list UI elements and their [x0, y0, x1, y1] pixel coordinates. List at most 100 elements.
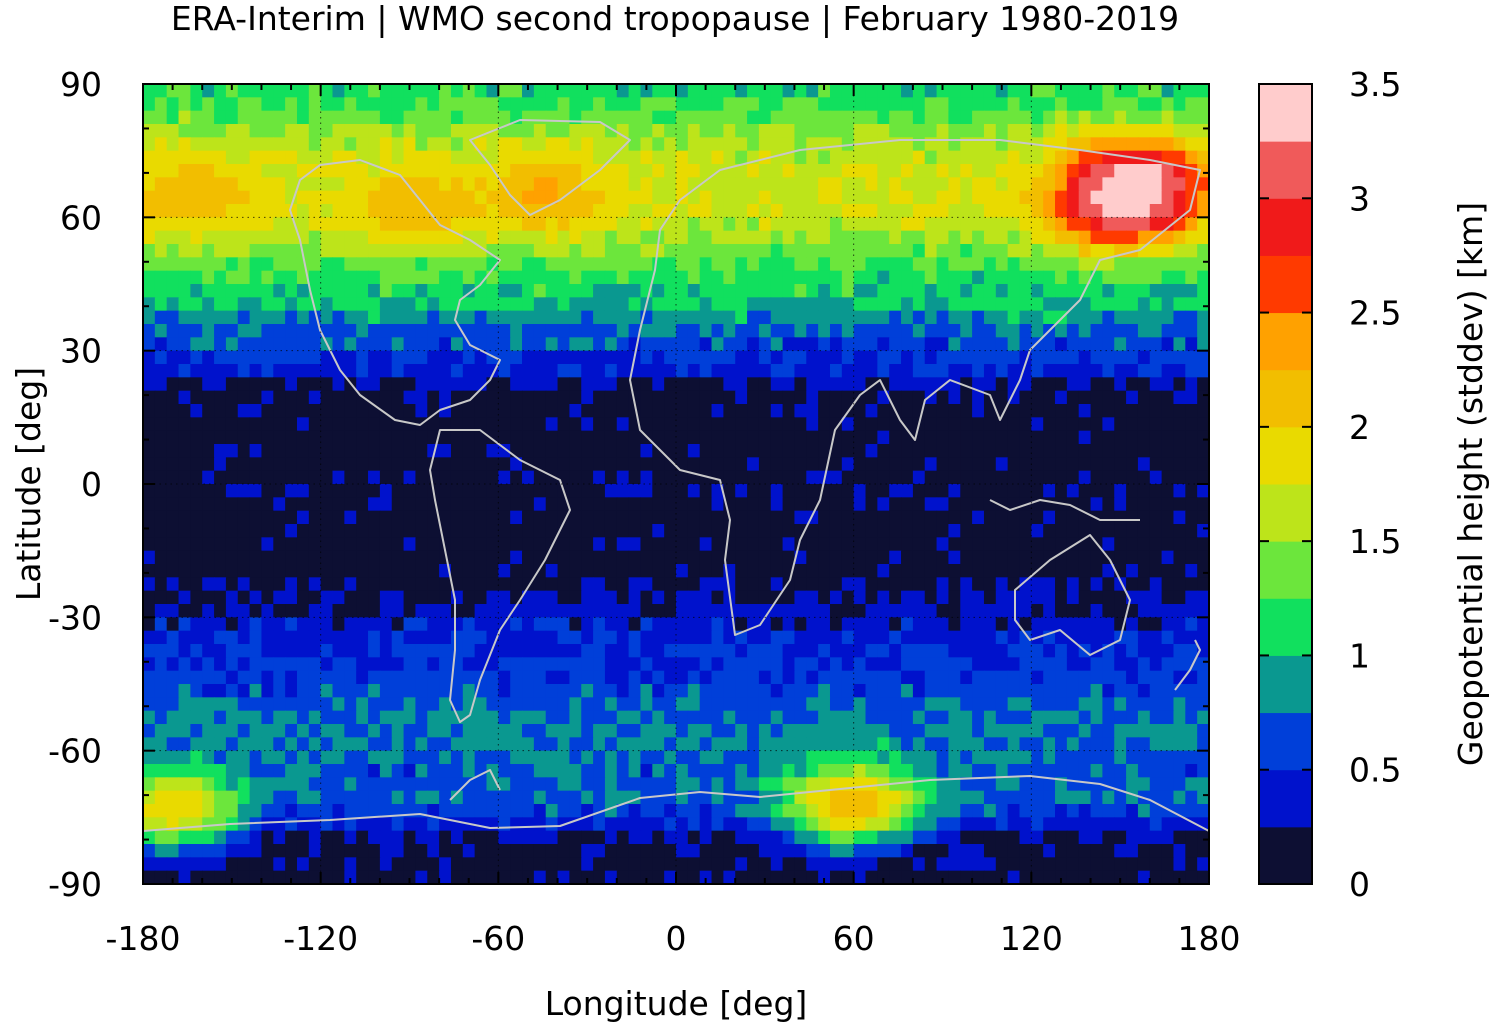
heatmap-cell [818, 150, 831, 165]
heatmap-cell [261, 124, 274, 138]
heatmap-cell [1161, 537, 1175, 552]
heatmap-cell [486, 710, 499, 725]
heatmap-cell [1031, 790, 1044, 805]
heatmap-cell [995, 124, 1009, 138]
heatmap-cell [225, 204, 239, 218]
heatmap-cell [379, 510, 393, 525]
heatmap-cell [581, 217, 594, 232]
heatmap-cell [486, 270, 499, 285]
heatmap-cell [723, 457, 736, 472]
heatmap-cell [652, 510, 665, 525]
heatmap-cell [1078, 417, 1092, 432]
heatmap-cell [735, 750, 748, 765]
heatmap-cell [415, 684, 428, 698]
heatmap-cell [912, 564, 926, 578]
heatmap-cell [924, 190, 938, 205]
heatmap-cell [758, 764, 772, 778]
heatmap-cell [983, 177, 997, 192]
heatmap-cell [972, 777, 985, 792]
heatmap-cell [403, 444, 417, 458]
heatmap-cell [1078, 697, 1092, 712]
heatmap-cell [190, 150, 203, 165]
heatmap-cell [865, 430, 878, 445]
heatmap-cell [510, 537, 523, 552]
heatmap-cell [1066, 470, 1080, 485]
heatmap-cell [770, 657, 784, 672]
heatmap-cell [1078, 444, 1092, 458]
heatmap-cell [569, 337, 582, 352]
heatmap-cell [782, 550, 796, 565]
heatmap-cell [368, 724, 381, 738]
heatmap-cell [676, 564, 689, 578]
heatmap-cell [308, 110, 322, 125]
heatmap-cell [948, 364, 961, 378]
heatmap-cell [818, 97, 831, 112]
heatmap-cell [1043, 137, 1056, 152]
heatmap-cell [960, 337, 973, 352]
heatmap-cell [889, 724, 902, 738]
heatmap-cell [687, 777, 701, 792]
heatmap-cell [972, 377, 985, 392]
heatmap-cell [474, 590, 488, 605]
heatmap-cell [486, 537, 499, 552]
heatmap-cell [368, 257, 381, 272]
heatmap-cell [912, 150, 926, 165]
heatmap-cell [593, 577, 606, 592]
heatmap-cell [368, 524, 381, 538]
heatmap-cell [296, 644, 310, 658]
heatmap-cell [687, 430, 701, 445]
heatmap-cell [1019, 377, 1032, 392]
heatmap-cell [948, 444, 961, 458]
heatmap-cell [1043, 84, 1056, 98]
heatmap-cell [664, 684, 677, 698]
heatmap-cell [273, 497, 286, 512]
heatmap-cell [1019, 337, 1032, 352]
heatmap-cell [865, 217, 878, 232]
heatmap-cell [1007, 190, 1021, 205]
heatmap-cell [829, 497, 843, 512]
heatmap-cell [356, 137, 369, 152]
heatmap-cell [1031, 257, 1044, 272]
heatmap-cell [1078, 217, 1092, 232]
heatmap-cell [1102, 244, 1115, 258]
heatmap-cell [1019, 657, 1032, 672]
heatmap-cell [924, 764, 938, 778]
heatmap-cell [143, 790, 156, 805]
heatmap-cell [190, 297, 203, 312]
heatmap-cell [237, 524, 251, 538]
heatmap-cell [711, 404, 724, 418]
heatmap-cell [154, 164, 168, 178]
heatmap-cell [640, 417, 653, 432]
heatmap-cell [770, 404, 784, 418]
heatmap-cell [794, 657, 807, 672]
heatmap-cell [604, 497, 618, 512]
heatmap-cell [166, 577, 180, 592]
heatmap-cell [1031, 444, 1044, 458]
heatmap-cell [676, 577, 689, 592]
heatmap-cell [960, 164, 973, 178]
heatmap-cell [901, 404, 914, 418]
heatmap-cell [889, 364, 902, 378]
heatmap-cell [202, 510, 215, 525]
heatmap-cell [178, 657, 191, 672]
heatmap-cell [154, 350, 168, 365]
heatmap-cell [368, 230, 381, 245]
heatmap-cell [1126, 364, 1139, 378]
heatmap-cell [747, 404, 760, 418]
heatmap-cell [735, 577, 748, 592]
heatmap-cell [486, 310, 499, 325]
heatmap-cell [1137, 337, 1151, 352]
heatmap-cell [1185, 804, 1198, 818]
heatmap-cell [936, 564, 950, 578]
heatmap-cell [344, 124, 357, 138]
heatmap-cell [1078, 204, 1092, 218]
heatmap-cell [285, 430, 298, 445]
heatmap-cell [391, 737, 405, 752]
heatmap-cell [912, 804, 926, 818]
heatmap-cell [391, 484, 405, 498]
heatmap-cell [190, 617, 203, 632]
heatmap-cell [285, 84, 298, 98]
heatmap-cell [687, 644, 701, 658]
heatmap-cell [296, 710, 310, 725]
heatmap-cell [782, 630, 796, 645]
